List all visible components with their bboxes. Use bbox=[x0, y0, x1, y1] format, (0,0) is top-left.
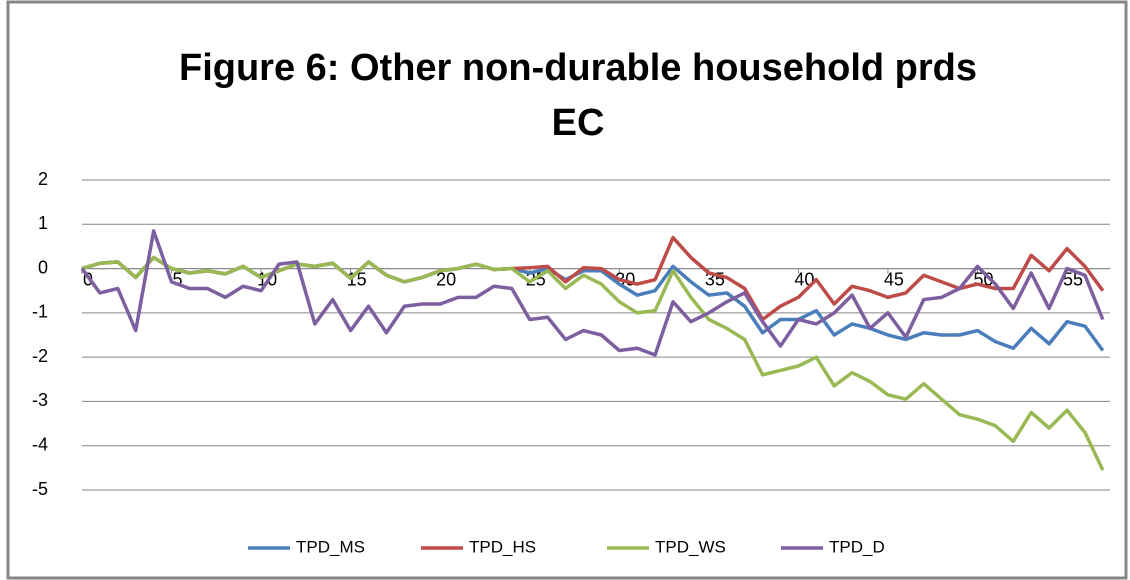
y-tick-label: -2 bbox=[32, 346, 48, 366]
y-tick-label: 1 bbox=[38, 213, 48, 233]
legend-label: TPD_D bbox=[829, 537, 885, 556]
x-tick-label: 45 bbox=[884, 269, 904, 289]
series-line bbox=[81, 255, 1105, 471]
y-tick-label: -3 bbox=[32, 390, 48, 410]
legend-label: TPD_MS bbox=[296, 537, 365, 556]
legend-label: TPD_HS bbox=[469, 537, 536, 556]
y-tick-label: 2 bbox=[38, 169, 48, 189]
series-line bbox=[80, 229, 1105, 357]
x-tick-label: 5 bbox=[173, 269, 183, 289]
y-tick-label: -1 bbox=[32, 302, 48, 322]
x-tick-label: 20 bbox=[436, 269, 456, 289]
legend-label: TPD_WS bbox=[655, 537, 726, 556]
y-tick-label: -5 bbox=[32, 479, 48, 499]
chart-title: EC bbox=[552, 102, 605, 144]
x-tick-label: 15 bbox=[347, 269, 367, 289]
chart-title: Figure 6: Other non-durable household pr… bbox=[179, 47, 977, 89]
y-tick-label: -4 bbox=[32, 434, 48, 454]
y-tick-label: 0 bbox=[38, 257, 48, 277]
